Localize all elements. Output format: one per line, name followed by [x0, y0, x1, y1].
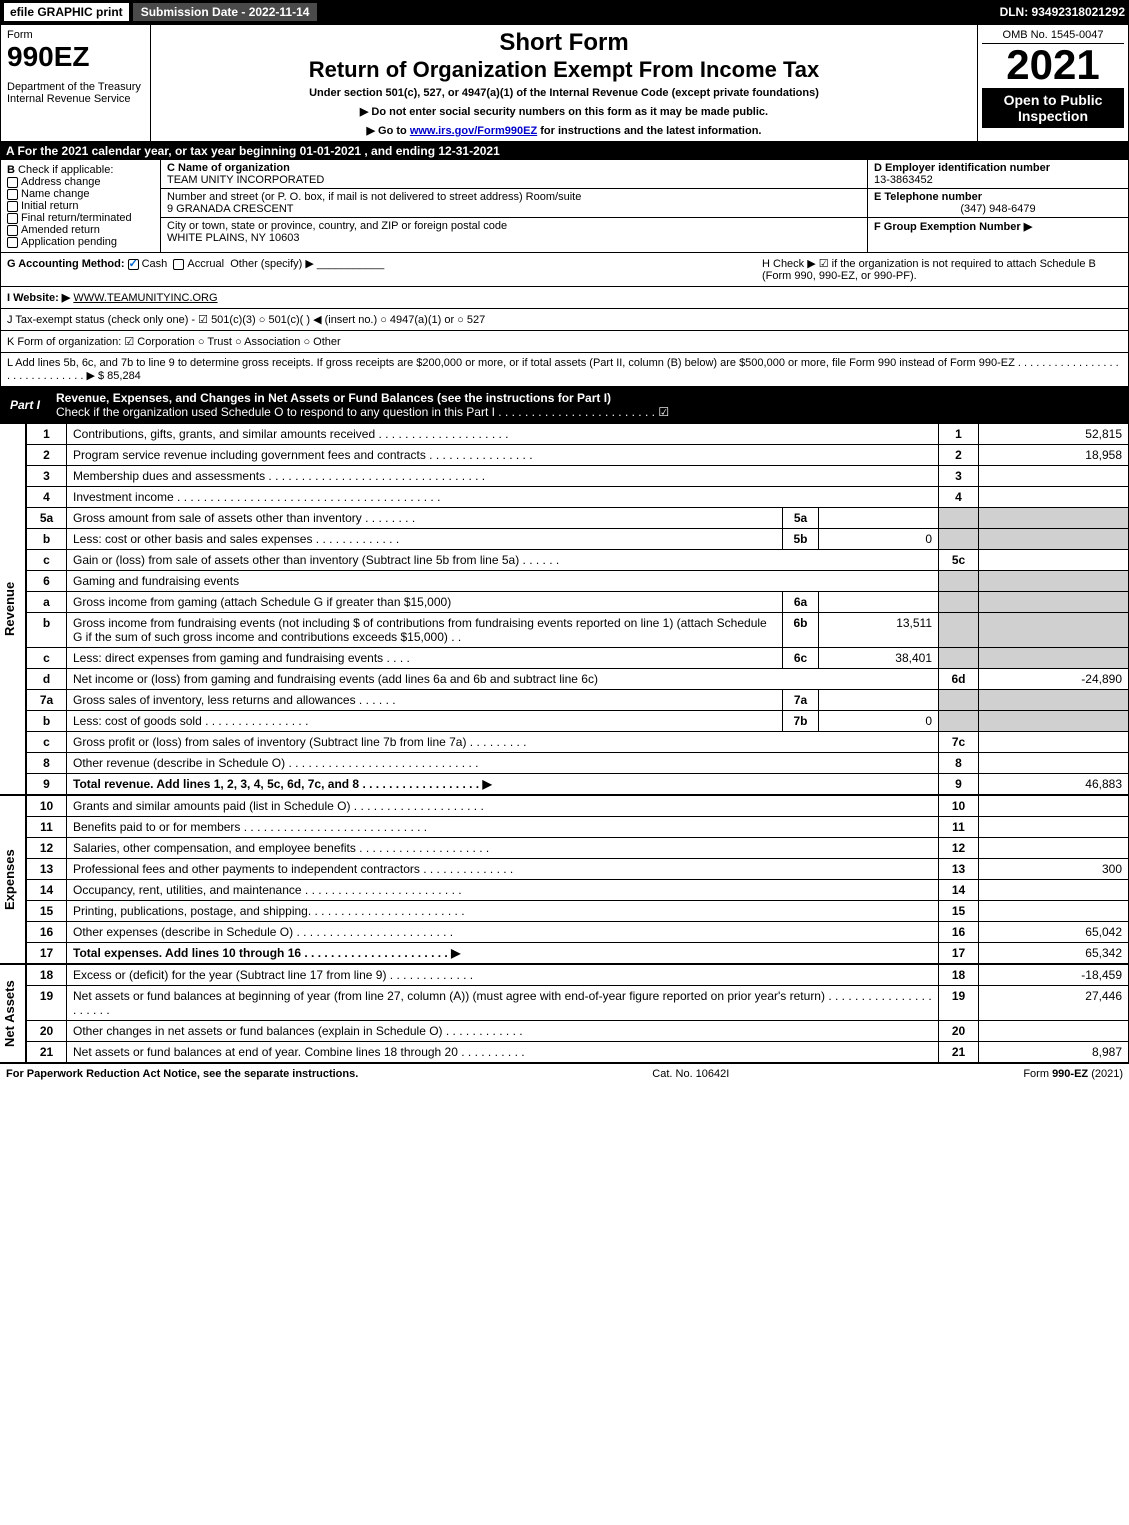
goto-post: for instructions and the latest informat… — [537, 125, 761, 137]
d-label: D Employer identification number — [874, 162, 1122, 174]
row-l: L Add lines 5b, 6c, and 7b to line 9 to … — [0, 353, 1129, 387]
line-6a: aGross income from gaming (attach Schedu… — [27, 592, 1129, 613]
under-section: Under section 501(c), 527, or 4947(a)(1)… — [155, 87, 973, 99]
phone: (347) 948-6479 — [874, 203, 1122, 215]
b-opt-1: Name change — [21, 188, 90, 200]
line-17: 17Total expenses. Add lines 10 through 1… — [27, 943, 1129, 964]
line-4: 4Investment income . . . . . . . . . . .… — [27, 487, 1129, 508]
line-5a: 5aGross amount from sale of assets other… — [27, 508, 1129, 529]
dept-label: Department of the Treasury Internal Reve… — [7, 81, 144, 105]
line-6: 6Gaming and fundraising events — [27, 571, 1129, 592]
gross-receipts: 85,284 — [107, 370, 141, 382]
b-label: Check if applicable: — [18, 164, 113, 176]
part1-header: Part I Revenue, Expenses, and Changes in… — [0, 387, 1129, 423]
efile-label: efile GRAPHIC print — [4, 3, 129, 21]
expenses-section: Expenses 10Grants and similar amounts pa… — [0, 795, 1129, 964]
short-form-title: Short Form — [155, 29, 973, 57]
side-expenses: Expenses — [0, 795, 26, 964]
e-label: E Telephone number — [874, 191, 1122, 203]
b-opt-3: Final return/terminated — [21, 212, 132, 224]
footer-mid: Cat. No. 10642I — [652, 1068, 729, 1080]
line-2: 2Program service revenue including gover… — [27, 445, 1129, 466]
line-6b: bGross income from fundraising events (n… — [27, 613, 1129, 648]
line-7b: bLess: cost of goods sold . . . . . . . … — [27, 711, 1129, 732]
main-title: Return of Organization Exempt From Incom… — [155, 57, 973, 83]
part1-tab: Part I — [0, 396, 50, 414]
row-a: A For the 2021 calendar year, or tax yea… — [0, 142, 1129, 160]
net-assets-table: 18Excess or (deficit) for the year (Subt… — [26, 964, 1129, 1063]
form-word: Form — [7, 29, 33, 41]
submission-date: Submission Date - 2022-11-14 — [133, 3, 318, 21]
part1-title: Revenue, Expenses, and Changes in Net As… — [50, 389, 1129, 421]
top-bar: efile GRAPHIC print Submission Date - 20… — [0, 0, 1129, 24]
line-7a: 7aGross sales of inventory, less returns… — [27, 690, 1129, 711]
line-5c: cGain or (loss) from sale of assets othe… — [27, 550, 1129, 571]
footer: For Paperwork Reduction Act Notice, see … — [0, 1063, 1129, 1084]
line-6d: dNet income or (loss) from gaming and fu… — [27, 669, 1129, 690]
ein: 13-3863452 — [874, 174, 1122, 186]
line-1: 1Contributions, gifts, grants, and simil… — [27, 424, 1129, 445]
row-i: I Website: ▶ WWW.TEAMUNITYINC.ORG — [0, 287, 1129, 309]
irs-link[interactable]: www.irs.gov/Form990EZ — [410, 125, 537, 137]
line-14: 14Occupancy, rent, utilities, and mainte… — [27, 880, 1129, 901]
line-8: 8Other revenue (describe in Schedule O) … — [27, 753, 1129, 774]
line-6c: cLess: direct expenses from gaming and f… — [27, 648, 1129, 669]
h-check: H Check ▶ ☑ if the organization is not r… — [762, 257, 1122, 282]
col-b: B Check if applicable: Address change Na… — [1, 160, 161, 252]
line-3: 3Membership dues and assessments . . . .… — [27, 466, 1129, 487]
side-net-assets: Net Assets — [0, 964, 26, 1063]
col-def: D Employer identification number 13-3863… — [868, 160, 1128, 252]
section-bcdef: B Check if applicable: Address change Na… — [0, 160, 1129, 253]
org-name: TEAM UNITY INCORPORATED — [167, 174, 861, 186]
line-19: 19Net assets or fund balances at beginni… — [27, 986, 1129, 1021]
line-18: 18Excess or (deficit) for the year (Subt… — [27, 965, 1129, 986]
line-16: 16Other expenses (describe in Schedule O… — [27, 922, 1129, 943]
line-9: 9Total revenue. Add lines 1, 2, 3, 4, 5c… — [27, 774, 1129, 795]
tax-year: 2021 — [982, 44, 1124, 86]
line-15: 15Printing, publications, postage, and s… — [27, 901, 1129, 922]
line-11: 11Benefits paid to or for members . . . … — [27, 817, 1129, 838]
line-20: 20Other changes in net assets or fund ba… — [27, 1021, 1129, 1042]
b-opt-2: Initial return — [21, 200, 78, 212]
c-street-label: Number and street (or P. O. box, if mail… — [167, 191, 861, 203]
open-inspection: Open to Public Inspection — [982, 88, 1124, 128]
header-left: Form 990EZ Department of the Treasury In… — [1, 25, 151, 141]
header-right: OMB No. 1545-0047 2021 Open to Public In… — [978, 25, 1128, 141]
org-street: 9 GRANADA CRESCENT — [167, 203, 861, 215]
footer-left: For Paperwork Reduction Act Notice, see … — [6, 1068, 358, 1080]
form-header: Form 990EZ Department of the Treasury In… — [0, 24, 1129, 142]
line-7c: cGross profit or (loss) from sales of in… — [27, 732, 1129, 753]
line-10: 10Grants and similar amounts paid (list … — [27, 796, 1129, 817]
row-j: J Tax-exempt status (check only one) - ☑… — [0, 309, 1129, 331]
goto-note: ▶ Go to www.irs.gov/Form990EZ for instru… — [155, 124, 973, 137]
b-opt-5: Application pending — [21, 236, 117, 248]
row-k: K Form of organization: ☑ Corporation ○ … — [0, 331, 1129, 353]
net-assets-section: Net Assets 18Excess or (deficit) for the… — [0, 964, 1129, 1063]
form-number: 990EZ — [7, 41, 144, 73]
revenue-section: Revenue 1Contributions, gifts, grants, a… — [0, 423, 1129, 795]
dln: DLN: 93492318021292 — [1000, 5, 1125, 19]
expenses-table: 10Grants and similar amounts paid (list … — [26, 795, 1129, 964]
footer-right: Form 990-EZ (2021) — [1023, 1068, 1123, 1080]
header-mid: Short Form Return of Organization Exempt… — [151, 25, 978, 141]
f-label: F Group Exemption Number ▶ — [874, 220, 1122, 233]
side-revenue: Revenue — [0, 423, 26, 795]
b-opt-4: Amended return — [21, 224, 100, 236]
line-13: 13Professional fees and other payments t… — [27, 859, 1129, 880]
revenue-table: 1Contributions, gifts, grants, and simil… — [26, 423, 1129, 795]
col-c: C Name of organization TEAM UNITY INCORP… — [161, 160, 868, 252]
goto-pre: ▶ Go to — [367, 125, 410, 137]
website: WWW.TEAMUNITYINC.ORG — [73, 292, 217, 304]
b-opt-0: Address change — [21, 176, 101, 188]
line-5b: bLess: cost or other basis and sales exp… — [27, 529, 1129, 550]
c-name-label: C Name of organization — [167, 162, 861, 174]
ssn-note: ▶ Do not enter social security numbers o… — [155, 105, 973, 118]
row-gh: G Accounting Method: Cash Accrual Other … — [0, 253, 1129, 287]
c-city-label: City or town, state or province, country… — [167, 220, 861, 232]
line-21: 21Net assets or fund balances at end of … — [27, 1042, 1129, 1063]
g-accounting: G Accounting Method: Cash Accrual Other … — [7, 257, 384, 282]
org-city: WHITE PLAINS, NY 10603 — [167, 232, 861, 244]
line-12: 12Salaries, other compensation, and empl… — [27, 838, 1129, 859]
